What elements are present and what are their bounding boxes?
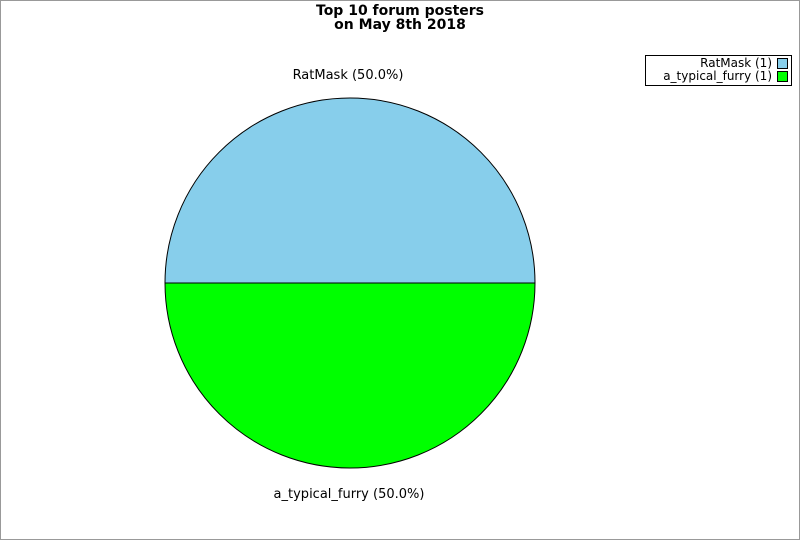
legend-swatch-a-typical-furry-icon xyxy=(777,71,788,82)
legend-row-a-typical-furry: a_typical_furry (1) xyxy=(649,70,788,83)
legend-swatch-ratmask-color xyxy=(777,58,788,69)
chart-title: Top 10 forum posters on May 8th 2018 xyxy=(0,4,800,32)
legend-swatch-a-typical-furry-color xyxy=(777,71,788,82)
legend-swatch-ratmask-icon xyxy=(777,58,788,69)
legend-label-ratmask: RatMask (1) xyxy=(700,56,772,70)
legend-row-ratmask: RatMask (1) xyxy=(649,57,788,70)
pie-slice-a-typical-furry xyxy=(164,282,536,469)
chart-title-line1: Top 10 forum posters xyxy=(316,3,484,19)
pie-chart xyxy=(164,97,536,469)
pie-slice-ratmask xyxy=(164,97,536,284)
slice-label-a-typical-furry: a_typical_furry (50.0%) xyxy=(273,487,425,502)
slice-label-ratmask: RatMask (50.0%) xyxy=(292,68,404,83)
legend-label-a-typical-furry: a_typical_furry (1) xyxy=(663,69,772,83)
chart-title-line2: on May 8th 2018 xyxy=(334,17,466,33)
legend: RatMask (1) a_typical_furry (1) xyxy=(645,55,792,86)
